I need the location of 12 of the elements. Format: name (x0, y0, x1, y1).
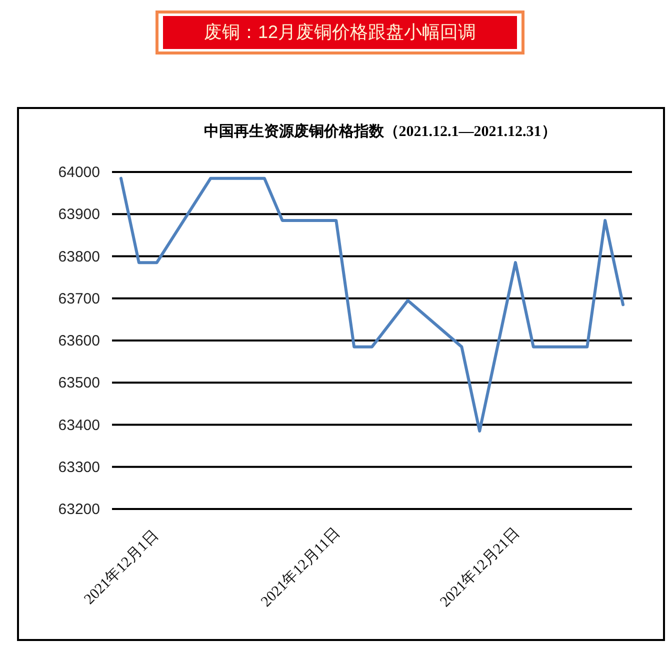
y-tick-label: 63600 (58, 332, 100, 350)
y-tick-label: 63200 (58, 501, 100, 518)
title-banner: 废铜：12月废铜价格跟盘小幅回调 (156, 10, 524, 54)
y-tick-label: 63700 (58, 290, 100, 308)
y-tick-label: 63500 (58, 374, 100, 392)
y-tick-label: 63800 (58, 248, 100, 266)
y-tick-label: 64000 (58, 164, 100, 181)
chart-title: 废铜：12月废铜价格跟盘小幅回调 (204, 22, 476, 42)
chart-subtitle: 中国再生资源废铜价格指数（2021.12.1—2021.12.31） (204, 122, 556, 140)
y-tick-label: 63400 (58, 416, 100, 434)
y-tick-label: 63900 (58, 206, 100, 224)
y-tick-label: 63300 (58, 458, 100, 476)
